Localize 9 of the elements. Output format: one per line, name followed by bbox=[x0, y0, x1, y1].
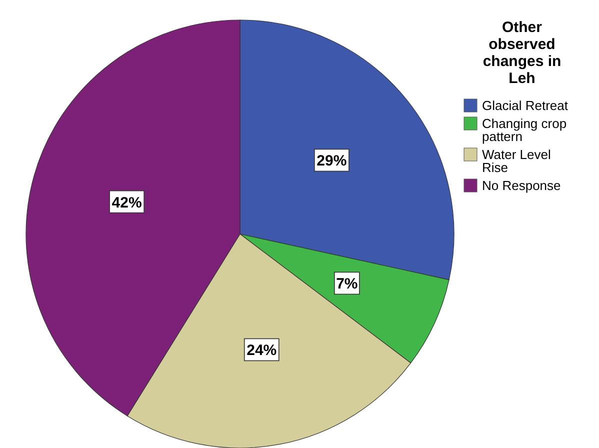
legend-title: Other observed changes in Leh bbox=[482, 19, 562, 87]
legend-label: No Response bbox=[482, 178, 561, 193]
legend-label: Water Level Rise bbox=[482, 147, 551, 175]
data-label: 24% bbox=[246, 342, 277, 360]
data-label: 42% bbox=[112, 194, 142, 212]
data-label: 7% bbox=[336, 276, 358, 293]
legend-label: Glacial Retreat bbox=[482, 98, 568, 113]
legend-label: Changing crop pattern bbox=[482, 116, 567, 144]
data-label: 29% bbox=[316, 152, 347, 170]
